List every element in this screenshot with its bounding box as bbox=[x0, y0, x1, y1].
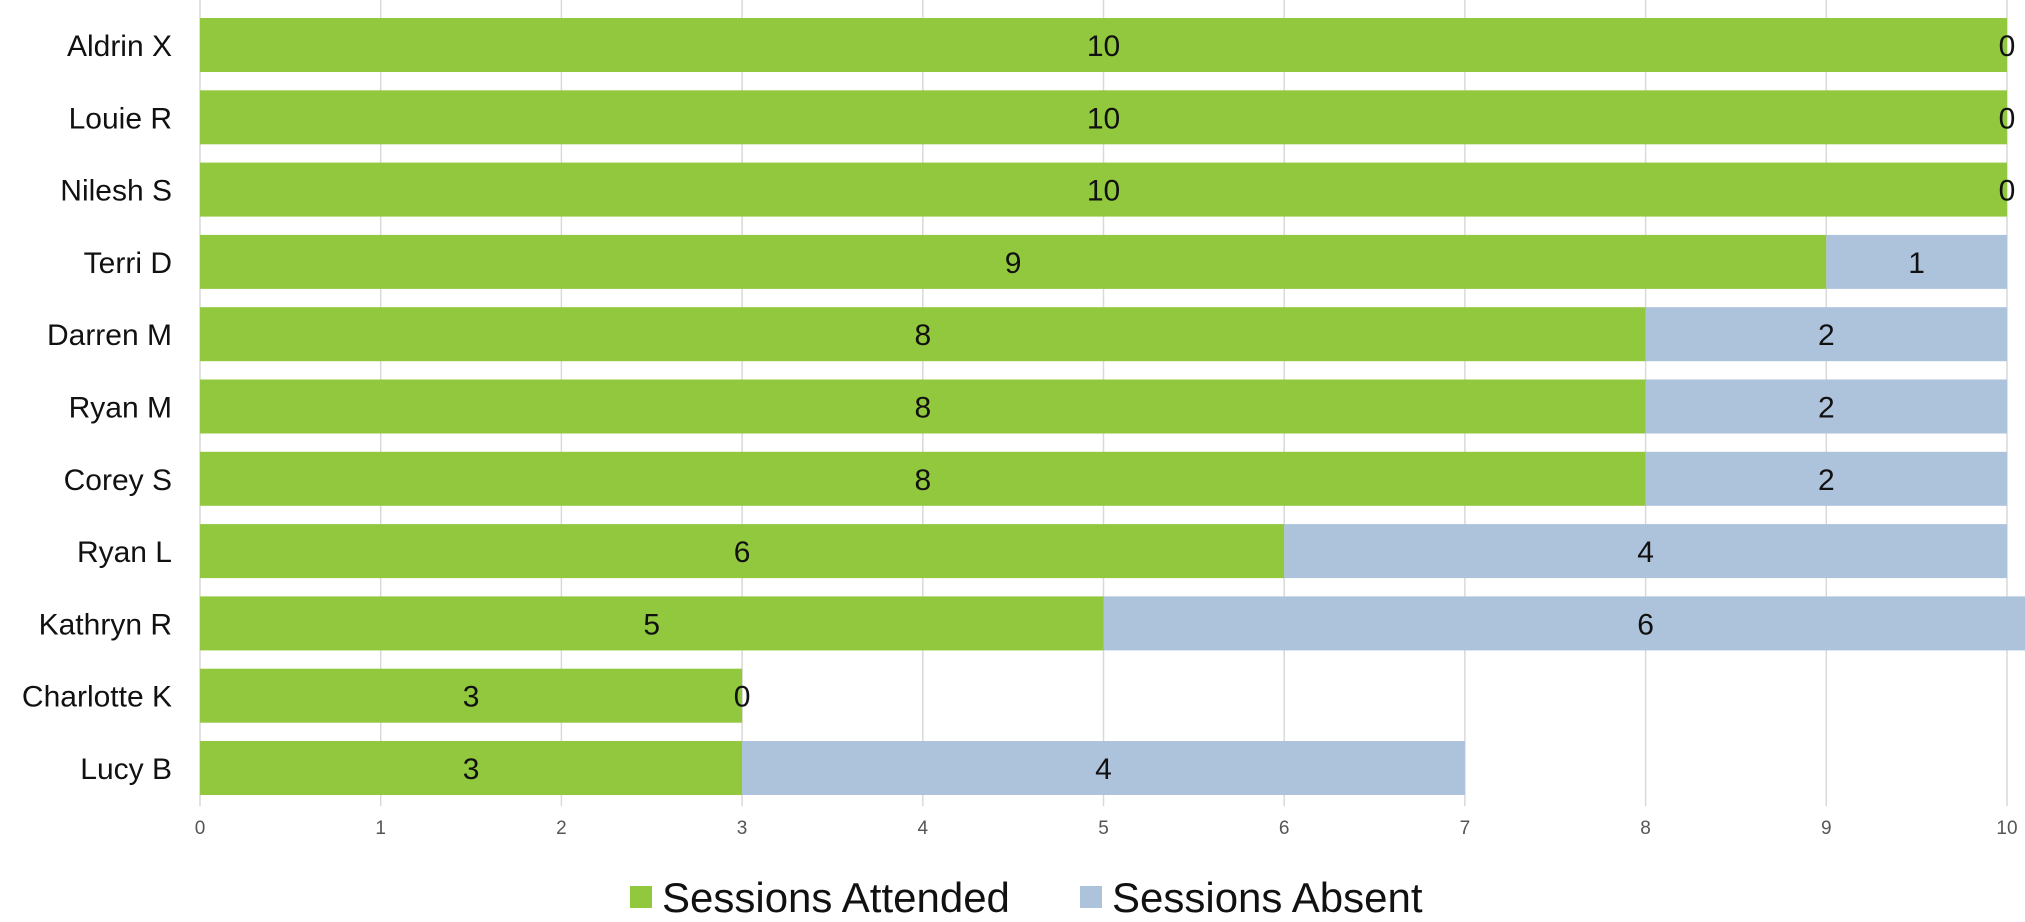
data-label-sessions-absent-corey-s: 2 bbox=[1818, 464, 1835, 497]
bar-sessions-absent-kathryn-r bbox=[1104, 596, 2025, 650]
data-label-sessions-attended-terri-d: 9 bbox=[1005, 247, 1022, 280]
data-label-sessions-absent-ryan-l: 4 bbox=[1637, 536, 1654, 569]
category-label: Nilesh S bbox=[60, 175, 172, 208]
category-label: Darren M bbox=[47, 319, 172, 352]
legend-label-sessions-attended: Sessions Attended bbox=[662, 874, 1010, 917]
category-axis: Aldrin X Louie R Nilesh S Terri D Darren M Ry… bbox=[22, 30, 172, 786]
x-tick-label: 10 bbox=[1996, 818, 2017, 839]
x-tick-label: 2 bbox=[556, 818, 567, 839]
category-label: Louie R bbox=[69, 102, 172, 135]
data-label-sessions-absent-aldrin-x: 0 bbox=[1999, 30, 2016, 63]
category-label: Corey S bbox=[64, 464, 172, 497]
x-tick-label: 7 bbox=[1460, 818, 1471, 839]
data-label-sessions-absent-kathryn-r: 6 bbox=[1637, 608, 1654, 641]
data-label-sessions-absent-terri-d: 1 bbox=[1908, 247, 1925, 280]
data-label-sessions-attended-lucy-b: 3 bbox=[463, 753, 480, 786]
data-label-sessions-absent-lucy-b: 4 bbox=[1095, 753, 1112, 786]
legend-swatch-sessions-absent bbox=[1080, 886, 1102, 908]
value-axis: 0 1 2 3 4 5 6 7 8 9 10 bbox=[195, 818, 2018, 839]
legend-swatch-sessions-attended bbox=[630, 886, 652, 908]
category-label: Terri D bbox=[84, 247, 172, 280]
data-label-sessions-absent-ryan-m: 2 bbox=[1818, 392, 1835, 425]
category-label: Aldrin X bbox=[67, 30, 172, 63]
data-label-sessions-attended-kathryn-r: 5 bbox=[643, 608, 660, 641]
x-tick-label: 1 bbox=[375, 818, 386, 839]
legend-label-sessions-absent: Sessions Absent bbox=[1112, 874, 1423, 917]
category-label: Ryan M bbox=[69, 392, 172, 425]
x-tick-label: 0 bbox=[195, 818, 206, 839]
legend: Sessions Attended Sessions Absent bbox=[630, 874, 1423, 917]
data-label-sessions-attended-ryan-l: 6 bbox=[734, 536, 751, 569]
data-label-sessions-attended-nilesh-s: 10 bbox=[1087, 175, 1120, 208]
x-tick-label: 9 bbox=[1821, 818, 1832, 839]
data-label-sessions-attended-corey-s: 8 bbox=[914, 464, 931, 497]
data-label-sessions-absent-darren-m: 2 bbox=[1818, 319, 1835, 352]
data-label-sessions-attended-charlotte-k: 3 bbox=[463, 681, 480, 714]
data-label-sessions-attended-ryan-m: 8 bbox=[914, 392, 931, 425]
category-label: Ryan L bbox=[77, 536, 172, 569]
data-label-sessions-absent-louie-r: 0 bbox=[1999, 102, 2016, 135]
x-tick-label: 3 bbox=[737, 818, 748, 839]
data-label-sessions-absent-charlotte-k: 0 bbox=[734, 681, 751, 714]
x-tick-label: 6 bbox=[1279, 818, 1290, 839]
data-label-sessions-attended-louie-r: 10 bbox=[1087, 102, 1120, 135]
x-tick-label: 5 bbox=[1098, 818, 1109, 839]
x-tick-label: 4 bbox=[918, 818, 929, 839]
category-label: Kathryn R bbox=[39, 608, 172, 641]
data-label-sessions-absent-nilesh-s: 0 bbox=[1999, 175, 2016, 208]
category-label: Charlotte K bbox=[22, 681, 172, 714]
data-label-sessions-attended-aldrin-x: 10 bbox=[1087, 30, 1120, 63]
x-tick-label: 8 bbox=[1640, 818, 1651, 839]
data-label-sessions-attended-darren-m: 8 bbox=[914, 319, 931, 352]
category-label: Lucy B bbox=[80, 753, 172, 786]
